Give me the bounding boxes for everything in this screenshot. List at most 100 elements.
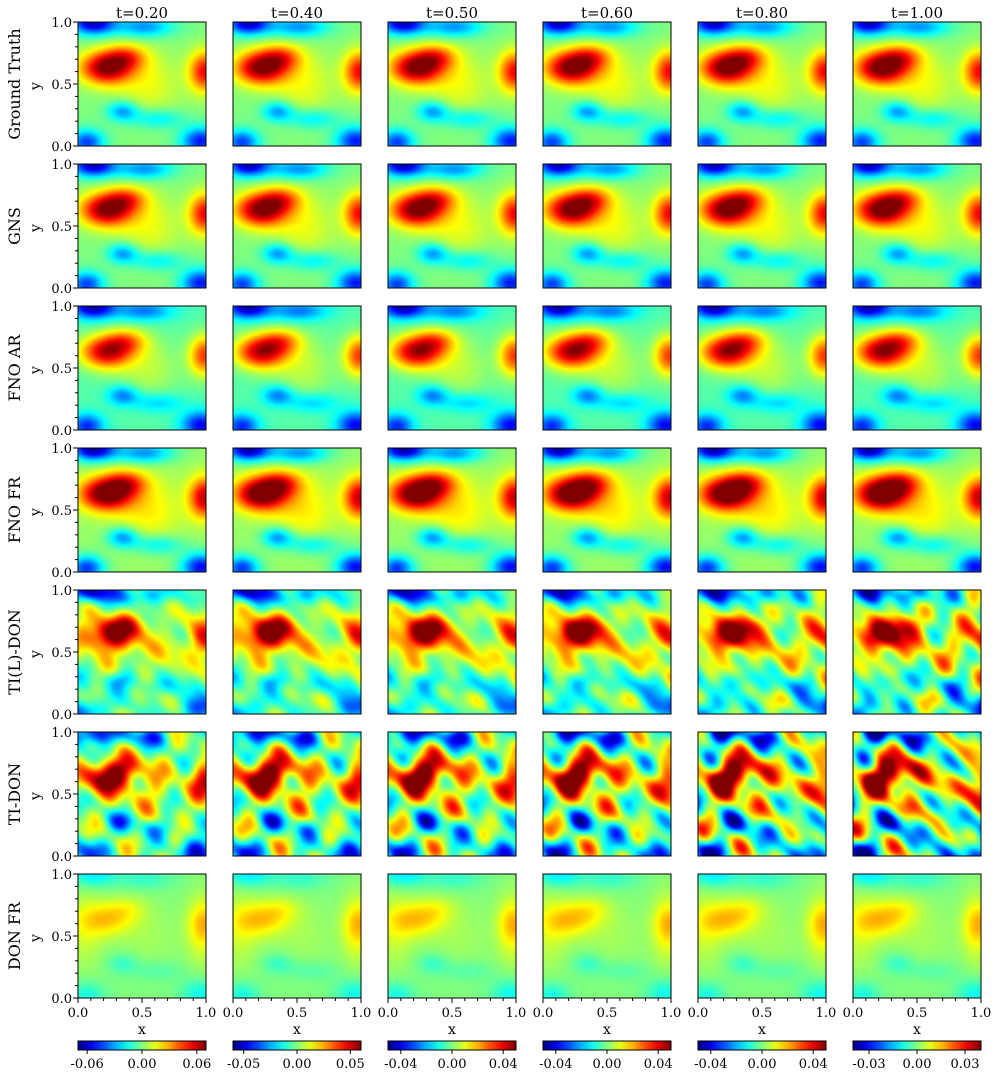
y-axis-label: y: [28, 650, 44, 659]
heatmap-panel: [543, 874, 671, 998]
x-tick-label: 1.0: [971, 1006, 992, 1021]
colorbar-tick-label: 0.00: [593, 1057, 622, 1072]
y-tick-label: 0.0: [51, 282, 72, 297]
panel-frame: [542, 731, 672, 857]
panel-frame: [542, 21, 672, 147]
y-axis-label: y: [28, 934, 44, 943]
x-tick-label: 0.0: [533, 1006, 554, 1021]
colorbar-tick-label: -0.04: [694, 1057, 727, 1072]
panel-frame: [232, 731, 362, 857]
heatmap-panel: [78, 874, 206, 998]
colorbar-tick-label: 0.04: [644, 1057, 673, 1072]
heatmap-panel: [233, 590, 361, 714]
y-axis-label: y: [28, 508, 44, 517]
column-title-6: t=1.00: [891, 4, 943, 22]
colorbar-tick-label: 0.00: [283, 1057, 312, 1072]
panel-frame: [232, 589, 362, 715]
x-axis-label: x: [138, 1022, 146, 1038]
y-axis-label: y: [28, 792, 44, 801]
heatmap-panel: [543, 306, 671, 430]
panel-frame: [232, 447, 362, 573]
heatmap-panel: [853, 164, 981, 288]
x-tick-label: 0.5: [752, 1006, 773, 1021]
colorbar-tick-label: 0.05: [336, 1057, 365, 1072]
heatmap-panel: [698, 732, 826, 856]
x-tick-label: 1.0: [351, 1006, 372, 1021]
heatmap-panel: [78, 306, 206, 430]
y-tick-label: 1.0: [51, 584, 72, 599]
heatmap-panel: [543, 448, 671, 572]
heatmap-panel: [233, 164, 361, 288]
colorbar-tick-label: -0.06: [70, 1057, 103, 1072]
x-tick-label: 0.5: [442, 1006, 463, 1021]
panel-frame: [852, 21, 982, 147]
x-axis-label: x: [913, 1022, 921, 1038]
panel-frame: [387, 447, 517, 573]
heatmap-panel: [543, 590, 671, 714]
colorbar-tick-label: 0.04: [489, 1057, 518, 1072]
column-title-2: t=0.40: [271, 4, 323, 22]
heatmap-panel: [853, 590, 981, 714]
heatmap-panel: [388, 732, 516, 856]
panel-frame: [542, 589, 672, 715]
heatmap-panel: [388, 590, 516, 714]
x-tick-label: 1.0: [506, 1006, 527, 1021]
panel-frame: [852, 731, 982, 857]
heatmap-panel: [853, 448, 981, 572]
heatmap-panel: [698, 22, 826, 146]
heatmap-panel: [698, 874, 826, 998]
heatmap-panel: [78, 22, 206, 146]
x-axis-label: x: [293, 1022, 301, 1038]
y-tick-label: 0.5: [51, 78, 72, 93]
x-tick-label: 1.0: [196, 1006, 217, 1021]
y-tick-label: 1.0: [51, 300, 72, 315]
panel-frame: [697, 163, 827, 289]
panel-frame: [232, 163, 362, 289]
heatmap-panel: [388, 22, 516, 146]
heatmap-panel: [853, 306, 981, 430]
row-label: TI(L)-DON: [5, 609, 24, 694]
heatmap-panel: [698, 448, 826, 572]
colorbar-tick-label: -0.05: [227, 1057, 260, 1072]
heatmap-panel: [698, 590, 826, 714]
colorbar: [77, 1040, 207, 1051]
colorbar-tick-label: 0.00: [903, 1057, 932, 1072]
row-label: FNO FR: [5, 476, 24, 543]
heatmap-panel: [388, 448, 516, 572]
y-tick-label: 0.5: [51, 362, 72, 377]
heatmap-panel: [388, 874, 516, 998]
y-tick-label: 0.5: [51, 504, 72, 519]
x-tick-label: 0.0: [378, 1006, 399, 1021]
row-label: Ground Truth: [5, 28, 24, 139]
x-tick-label: 0.0: [223, 1006, 244, 1021]
panel-frame: [542, 305, 672, 431]
heatmap-panel: [698, 164, 826, 288]
panel-frame: [232, 305, 362, 431]
colorbar-tick-label: -0.04: [384, 1057, 417, 1072]
x-tick-label: 0.5: [907, 1006, 928, 1021]
y-tick-label: 0.5: [51, 220, 72, 235]
colorbar: [542, 1040, 672, 1051]
x-axis-label: x: [448, 1022, 456, 1038]
y-tick-label: 1.0: [51, 158, 72, 173]
y-tick-label: 0.5: [51, 646, 72, 661]
colorbar-tick-label: 0.00: [128, 1057, 157, 1072]
colorbar: [232, 1040, 362, 1051]
x-tick-label: 0.0: [68, 1006, 89, 1021]
y-tick-label: 0.5: [51, 788, 72, 803]
colorbar-tick-label: 0.06: [182, 1057, 211, 1072]
colorbar-tick-label: 0.03: [951, 1057, 980, 1072]
heatmap-panel: [853, 732, 981, 856]
heatmap-panel: [233, 306, 361, 430]
panel-frame: [697, 447, 827, 573]
row-label: DON FR: [5, 901, 24, 970]
colorbar-tick-label: 0.00: [748, 1057, 777, 1072]
heatmap-panel: [543, 732, 671, 856]
y-tick-label: 0.0: [51, 140, 72, 155]
x-tick-label: 1.0: [816, 1006, 837, 1021]
column-title-4: t=0.60: [581, 4, 633, 22]
panel-frame: [697, 305, 827, 431]
row-label: TI-DON: [5, 763, 24, 825]
panel-frame: [542, 163, 672, 289]
